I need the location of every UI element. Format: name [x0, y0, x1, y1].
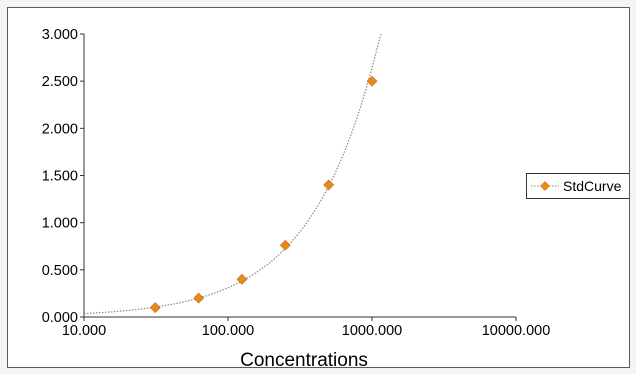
fit-line-group [83, 33, 382, 315]
data-point [236, 273, 248, 285]
data-point [366, 75, 378, 87]
data-point [279, 239, 291, 251]
legend: StdCurve [526, 173, 629, 199]
legend-marker-icon [531, 181, 559, 191]
x-tick-label: 100.000 [202, 323, 254, 339]
x-axis-label: Concentrations [240, 350, 368, 368]
y-tick-label: 1.500 [42, 169, 78, 185]
legend-label: StdCurve [563, 178, 622, 194]
y-tick-label: 0.500 [42, 263, 78, 279]
x-tick-label: 1000.000 [342, 323, 402, 339]
y-tick-label: 3.000 [42, 27, 78, 43]
data-point [193, 292, 205, 304]
y-tick-label: 2.500 [42, 74, 78, 90]
fit-line [83, 33, 382, 315]
data-point [323, 179, 335, 191]
data-point [149, 302, 161, 313]
x-tick-label: 10.000 [62, 323, 106, 339]
chart-frame: 0.000 0.500 1.000 1.500 2.000 2.500 3.000 10.00… [7, 7, 630, 368]
y-tick-label: 2.000 [42, 121, 78, 137]
axes [80, 33, 517, 321]
x-tick-label: 10000.000 [482, 323, 551, 339]
labels-group: 0.000 0.500 1.000 1.500 2.000 2.500 3.000 10.00… [42, 27, 551, 368]
y-tick-label: 1.000 [42, 216, 78, 232]
points-group [149, 75, 378, 313]
y-tick-label: 0.000 [42, 310, 78, 326]
chart-svg: 0.000 0.500 1.000 1.500 2.000 2.500 3.000 10.00… [42, 27, 551, 368]
